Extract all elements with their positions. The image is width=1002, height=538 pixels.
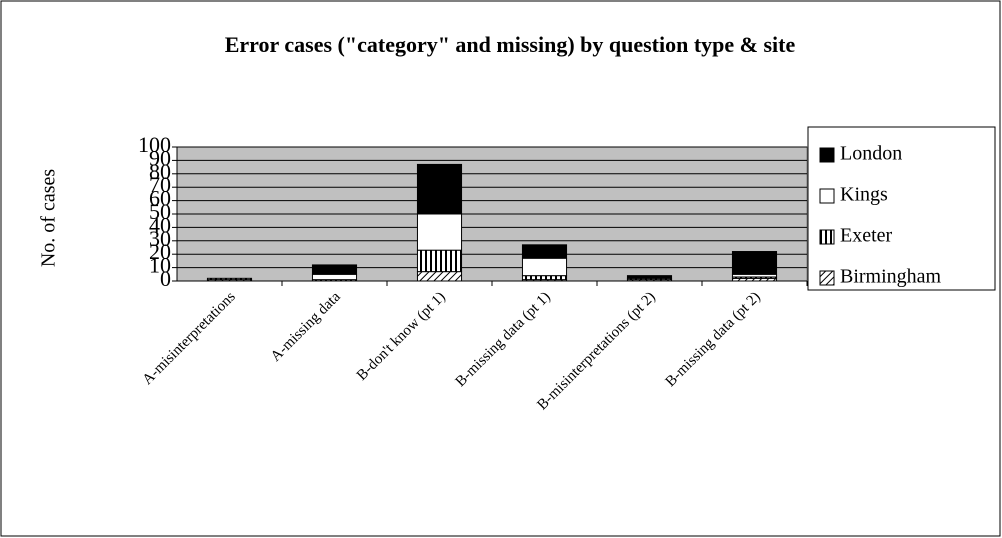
- legend-label: Exeter: [840, 225, 893, 247]
- bar-segment: [521, 275, 568, 281]
- legend-swatch: [819, 270, 835, 286]
- y-tick-label: 90: [149, 145, 171, 170]
- bar-segment: [731, 251, 778, 275]
- bar-segment: [311, 264, 358, 275]
- legend-label: London: [840, 143, 902, 165]
- bar-segment: [626, 275, 673, 279]
- y-tick-label: 70: [149, 172, 171, 197]
- bar-segment: [206, 277, 253, 281]
- y-tick-label: 40: [149, 212, 171, 237]
- y-tick-label: 30: [149, 226, 171, 251]
- y-tick-label: 80: [149, 159, 171, 184]
- y-tick-label: 50: [149, 199, 171, 224]
- bar-segment: [521, 257, 568, 277]
- bar-segment: [416, 213, 463, 251]
- y-tick-label: 60: [149, 186, 171, 211]
- bar-segment: [416, 163, 463, 215]
- chart-title: Error cases ("category" and missing) by …: [225, 32, 796, 57]
- bar-segment: [521, 244, 568, 259]
- y-tick-label: 20: [149, 239, 171, 264]
- legend-swatch: [819, 147, 835, 163]
- y-tick-label: 10: [149, 253, 171, 278]
- y-tick-label: 100: [138, 132, 171, 157]
- y-axis-label: No. of cases: [38, 169, 60, 268]
- bar-segment: [416, 249, 463, 273]
- legend-swatch: [819, 188, 835, 204]
- legend-label: Kings: [840, 184, 888, 206]
- legend-swatch: [819, 229, 835, 245]
- bar-segment: [311, 273, 358, 281]
- legend-label: Birmingham: [840, 266, 942, 288]
- y-tick-label: 0: [160, 266, 171, 291]
- bar-segment: [416, 271, 463, 282]
- legend-box: [807, 126, 996, 291]
